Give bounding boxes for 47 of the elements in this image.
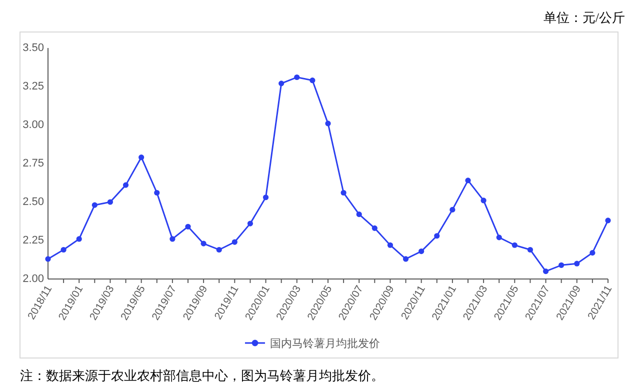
text: 注：数据来源于农业农村部信息中心，图为马铃薯月均批发价。 — [20, 368, 384, 383]
point — [122, 182, 129, 188]
y-tick-label: 2.25 — [22, 234, 44, 246]
point — [185, 224, 191, 230]
text: 单位：元/公斤 — [543, 10, 625, 25]
point — [294, 74, 300, 80]
point — [372, 225, 378, 231]
point — [154, 190, 160, 196]
point — [76, 236, 82, 242]
point — [402, 256, 409, 262]
point — [60, 246, 66, 253]
point — [200, 240, 206, 246]
point — [418, 248, 424, 254]
point — [45, 256, 51, 262]
point — [590, 250, 596, 256]
point — [496, 234, 502, 240]
point — [558, 262, 564, 268]
y-tick-label: 3.50 — [22, 42, 44, 54]
point — [434, 233, 440, 239]
point — [107, 199, 114, 205]
point — [356, 212, 362, 218]
y-tick-label: 3.25 — [22, 80, 44, 92]
point — [138, 154, 144, 160]
point — [232, 239, 238, 245]
point — [216, 246, 222, 253]
y-tick-label: 3.00 — [22, 119, 44, 131]
point — [527, 246, 534, 253]
point — [465, 178, 471, 184]
point — [340, 190, 346, 196]
point — [387, 242, 394, 248]
point — [247, 220, 254, 226]
y-tick-label: 2.50 — [22, 196, 44, 208]
legend-label: 国内马铃薯月均批发价 — [270, 337, 380, 350]
point — [262, 194, 269, 200]
point — [512, 242, 518, 248]
point — [278, 80, 284, 86]
point — [450, 206, 456, 212]
y-tick-label: 2.00 — [22, 273, 44, 285]
point — [574, 260, 580, 266]
point — [325, 120, 331, 126]
y-tick-label: 2.75 — [22, 158, 44, 170]
point — [170, 236, 176, 242]
point — [310, 78, 316, 84]
point — [542, 268, 549, 274]
point — [605, 218, 611, 224]
point — [92, 202, 98, 208]
point — [480, 198, 486, 204]
